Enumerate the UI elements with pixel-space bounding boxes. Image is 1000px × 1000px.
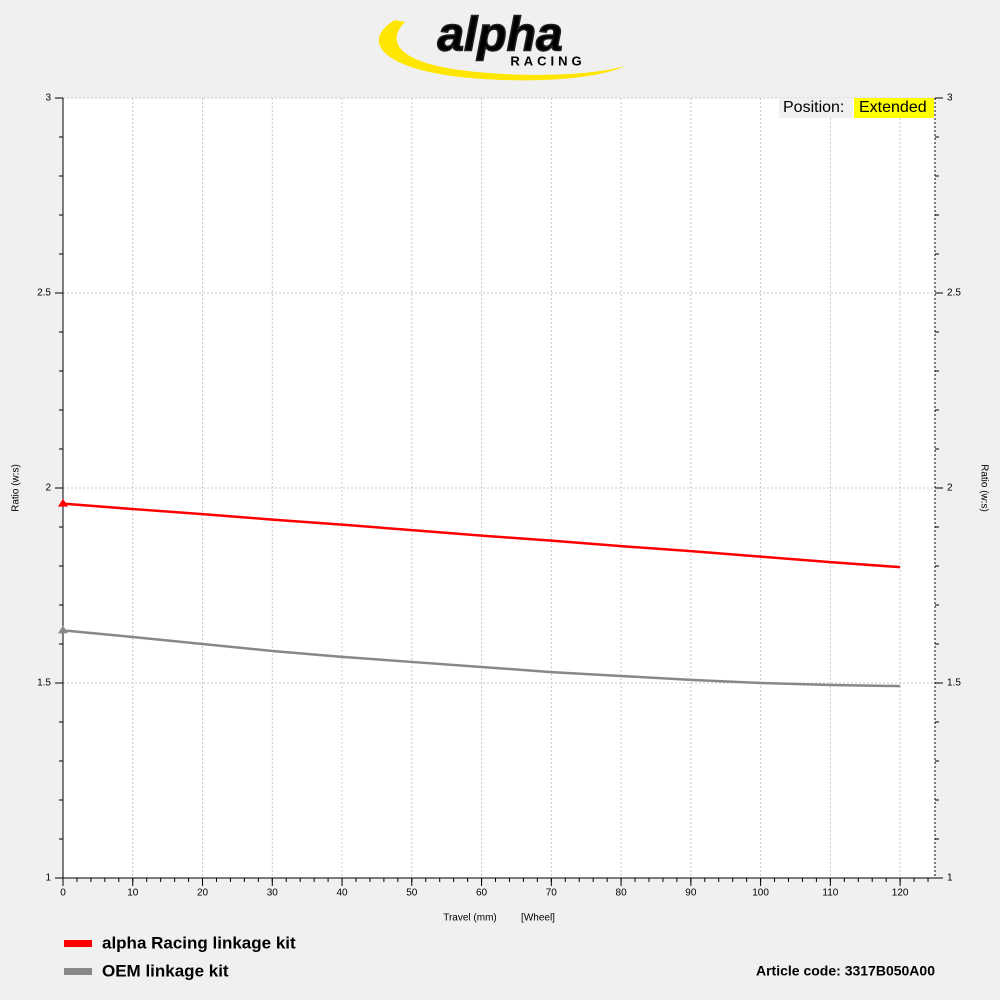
x-tick-label: 50 [406,888,418,899]
x-axis-note: [Wheel] [521,913,555,924]
series-line [62,502,901,569]
logo: alpha RACING [378,8,625,81]
position-label: Position: [783,99,844,116]
legend-swatch [64,968,92,975]
position-value-box [854,98,934,118]
x-tick-label: 80 [616,888,628,899]
y-tick-label: 1 [45,873,51,884]
position-value: Extended [859,99,927,116]
y2-tick-label: 2 [947,483,953,494]
x-tick-label: 100 [752,888,769,899]
start-marker [58,625,68,634]
logo-sub: RACING [510,53,585,68]
legend-label: alpha Racing linkage kit [102,933,296,952]
y2-tick-label: 1 [947,873,953,884]
y2-tick-label: 2.5 [947,288,961,299]
y-tick-label: 3 [45,93,51,104]
logo-name: alpha [437,9,562,62]
start-marker [58,498,68,507]
article-code: Article code: 3317B050A00 [756,963,935,979]
plot: 0 10 20 30 40 50 60 70 80 90 100 110 120 1 1.5 2 2.5 3 1 1.… [37,93,961,899]
x-tick-label: 30 [267,888,279,899]
legend-swatch [64,940,92,947]
y2-tick-label: 3 [947,93,953,104]
x-axis-label: Travel (mm) [443,913,497,924]
series-line [62,629,901,688]
position-label-box [779,98,853,118]
legend-label: OEM linkage kit [102,961,229,980]
x-tick-label: 110 [822,888,838,899]
x-tick-label: 90 [685,888,697,899]
y-tick-label: 1.5 [37,678,51,689]
x-tick-label: 0 [60,888,66,899]
x-tick-label: 10 [127,888,139,899]
x-tick-label: 120 [892,888,909,899]
y-tick-label: 2 [45,483,51,494]
y2-tick-label: 1.5 [947,678,961,689]
x-tick-label: 60 [476,888,488,899]
y2-axis-label: Ratio (w:s) [978,464,989,512]
x-tick-label: 70 [546,888,558,899]
x-tick-label: 40 [336,888,348,899]
y-tick-label: 2.5 [37,288,51,299]
x-tick-label: 20 [197,888,209,899]
y-axis-label: Ratio (w:s) [11,464,22,512]
